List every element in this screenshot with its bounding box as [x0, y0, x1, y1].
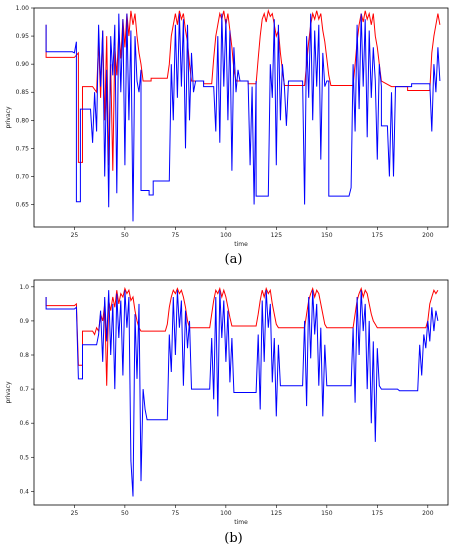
- y-tick-label: 0.70: [16, 173, 30, 180]
- x-tick-label: 175: [372, 510, 384, 517]
- y-tick-label: 0.9: [19, 318, 29, 325]
- series-line-blue: [45, 290, 439, 497]
- x-tick-label: 200: [422, 510, 434, 517]
- series-line-red: [45, 286, 439, 386]
- x-tick-label: 125: [271, 510, 283, 517]
- x-tick-label: 125: [271, 232, 283, 239]
- x-tick-label: 50: [121, 510, 129, 517]
- panel-label-a: (a): [224, 252, 243, 267]
- y-tick-label: 1.0: [19, 284, 29, 291]
- y-tick-label: 0.75: [16, 145, 30, 152]
- x-tick-label: 50: [121, 232, 129, 239]
- line-chart-b: 25 50 75 100 125 150 175 200 0.4 0.5 0.6 0.7 0.8 0.9 1…: [5, 279, 449, 525]
- series-line-blue: [45, 13, 441, 222]
- y-tick-label: 0.80: [16, 117, 30, 124]
- panel-label-b: (b): [224, 531, 243, 546]
- x-tick-label: 150: [321, 510, 333, 517]
- y-axis-label: privacy: [5, 106, 12, 128]
- x-tick-label: 200: [422, 232, 434, 239]
- y-tick-label: 0.90: [16, 61, 30, 68]
- x-tick-label: 75: [172, 232, 180, 239]
- y-tick-label: 1.00: [16, 5, 30, 12]
- plot-frame: [33, 7, 449, 228]
- y-axis-label: privacy: [5, 381, 12, 403]
- line-chart-a: 25 50 75 100 125 150 175 200 0.65 0.70 0.75 0.80 0.8…: [5, 5, 449, 248]
- x-tick-label: 100: [220, 232, 232, 239]
- x-tick-label: 25: [71, 232, 79, 239]
- x-tick-label: 100: [220, 510, 232, 517]
- chart-panel-a: 25 50 75 100 125 150 175 200 0.65 0.70 0.75 0.80 0.8…: [0, 0, 467, 272]
- y-tick-label: 0.8: [19, 352, 29, 359]
- x-tick-label: 150: [321, 232, 333, 239]
- y-tick-label: 0.6: [19, 420, 29, 427]
- chart-panel-b: 25 50 75 100 125 150 175 200 0.4 0.5 0.6 0.7 0.8 0.9 1…: [0, 275, 467, 550]
- y-tick-label: 0.5: [19, 454, 29, 461]
- x-tick-label: 75: [172, 510, 180, 517]
- y-tick-label: 0.95: [16, 33, 30, 40]
- x-tick-label: 25: [71, 510, 79, 517]
- y-tick-label: 0.7: [19, 386, 29, 393]
- plot-frame: [33, 279, 449, 506]
- y-tick-label: 0.65: [16, 202, 30, 209]
- y-tick-label: 0.85: [16, 89, 30, 96]
- y-tick-label: 0.4: [19, 488, 29, 495]
- x-tick-label: 175: [372, 232, 384, 239]
- x-axis-label: time: [234, 519, 248, 525]
- x-axis-label: time: [234, 241, 248, 248]
